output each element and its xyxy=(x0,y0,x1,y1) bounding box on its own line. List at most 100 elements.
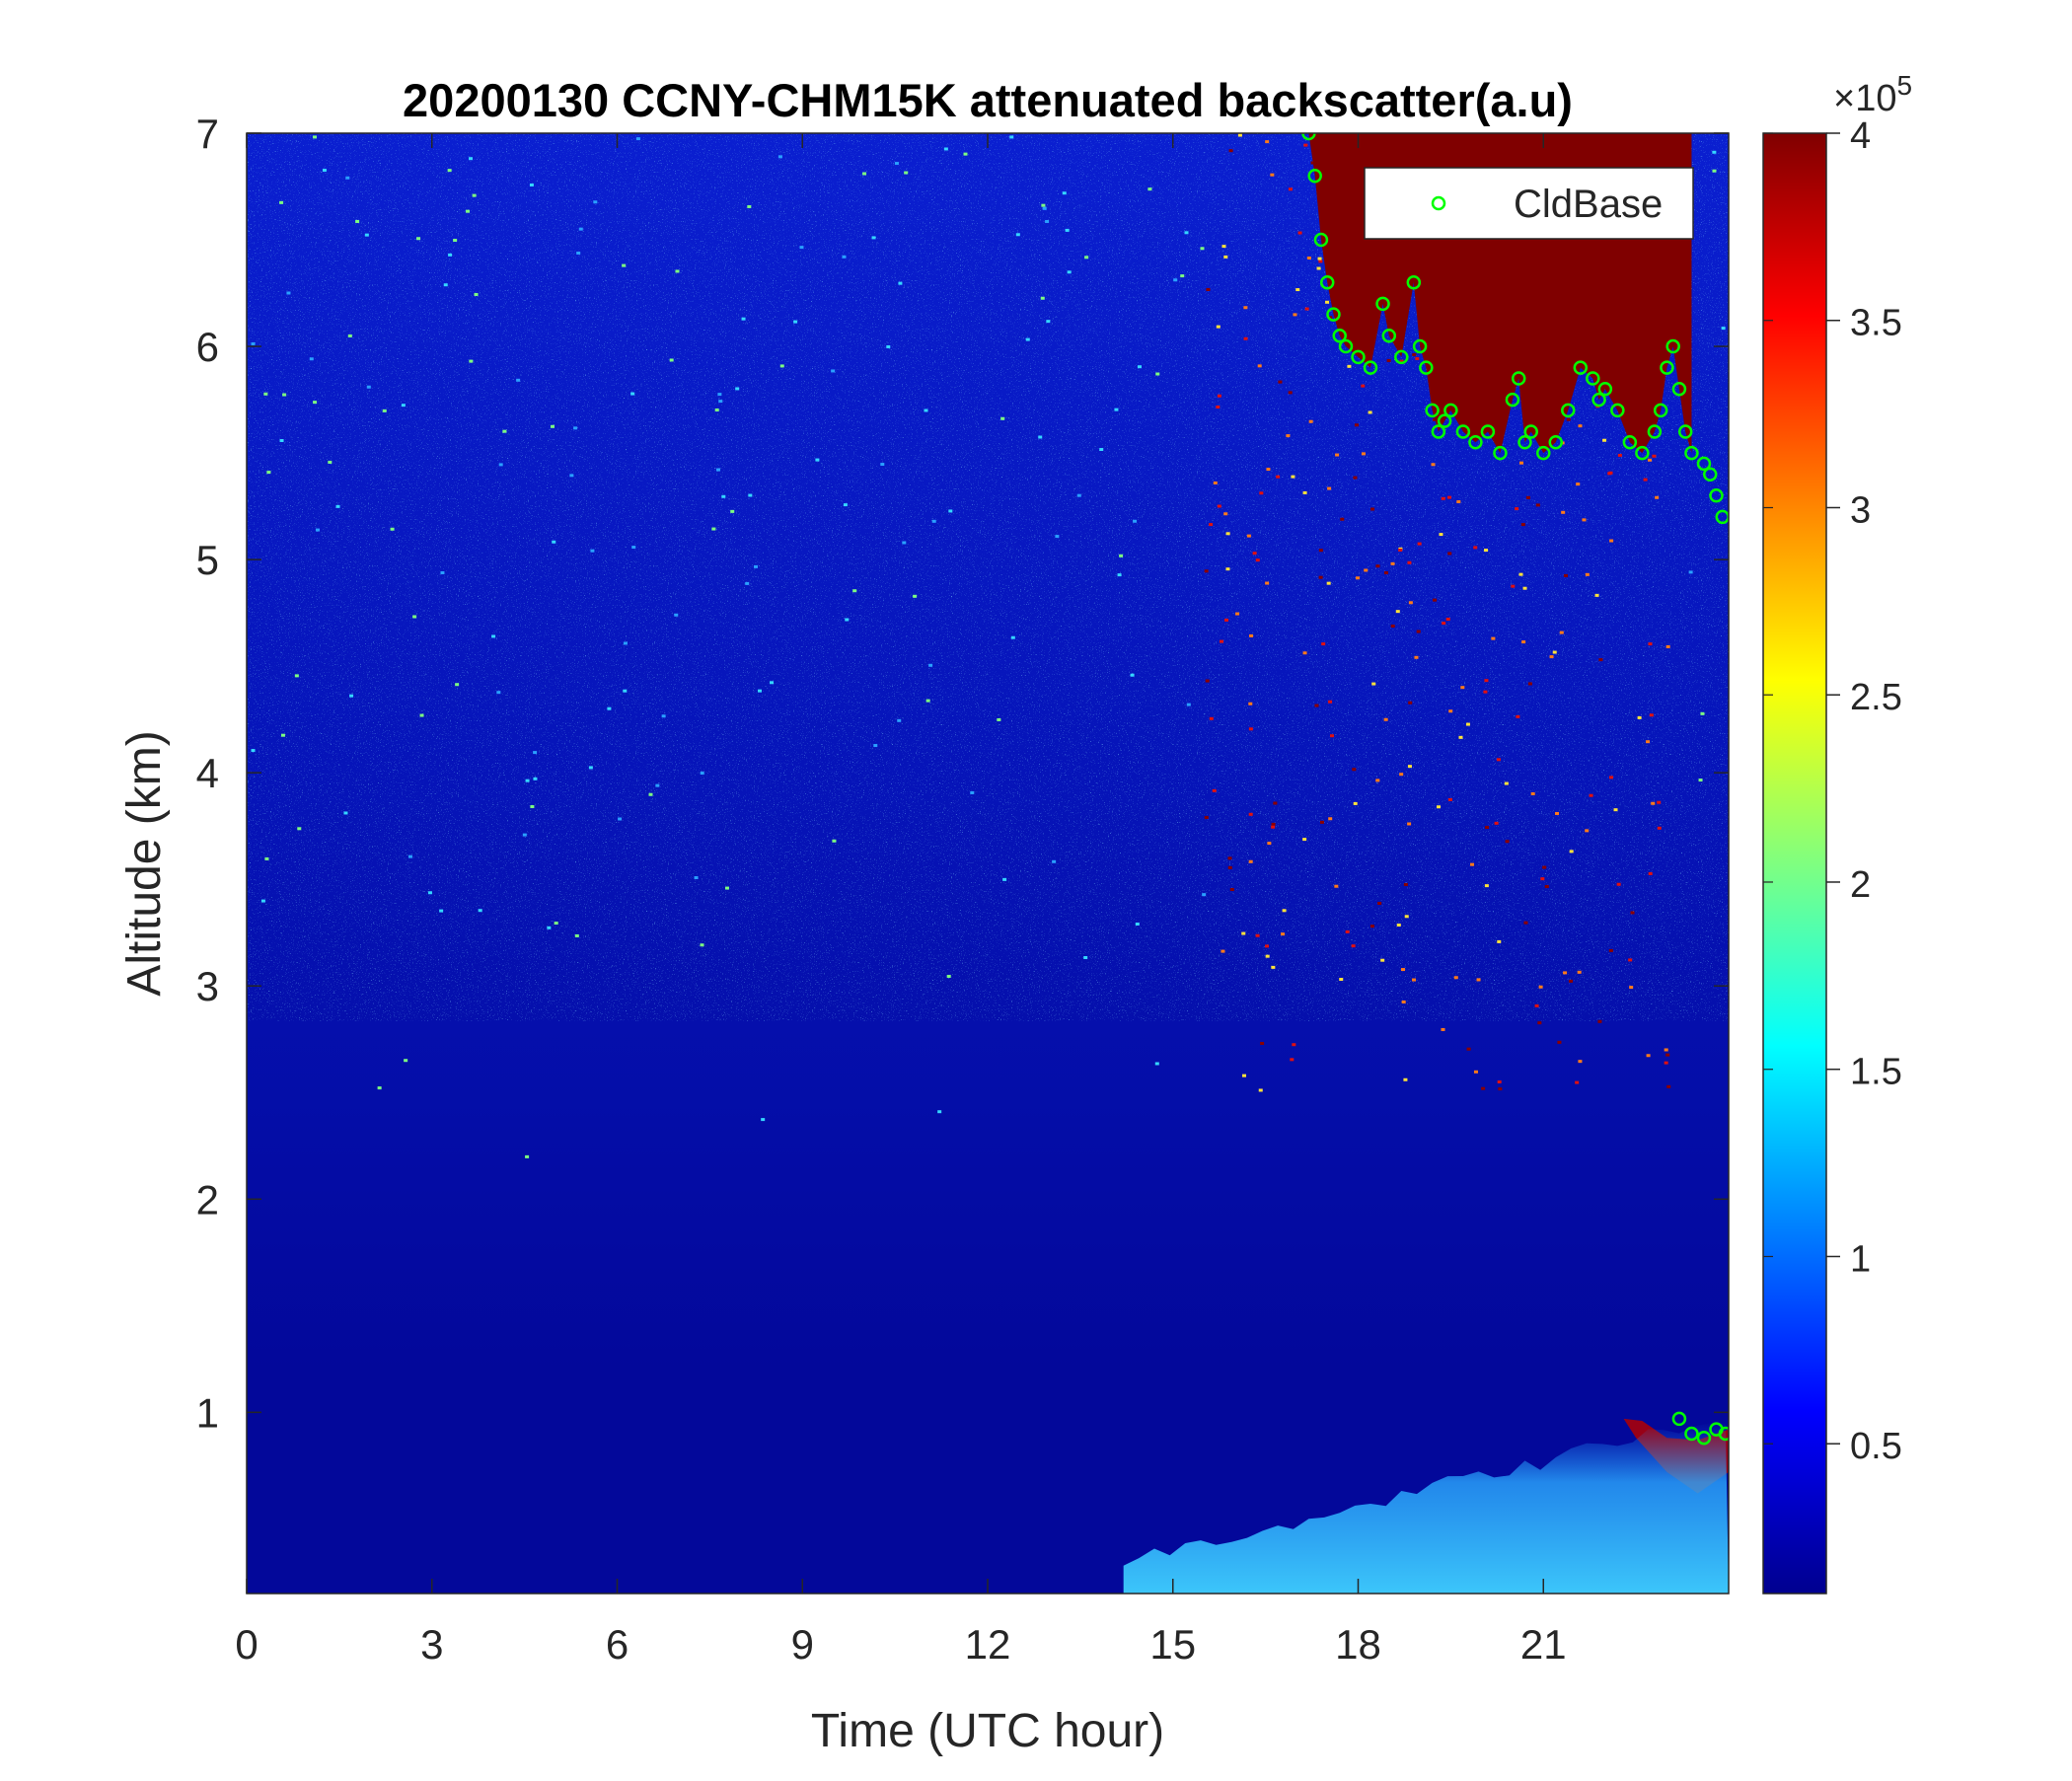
heatmap-cell xyxy=(1293,313,1297,317)
heatmap-cell xyxy=(448,253,453,257)
heatmap-cell xyxy=(1302,838,1307,842)
heatmap-cell xyxy=(472,193,477,197)
heatmap-cell xyxy=(1407,822,1412,826)
heatmap-cell xyxy=(1515,507,1519,511)
heatmap-cell xyxy=(1317,257,1322,260)
heatmap-cell xyxy=(1616,882,1621,886)
heatmap-cell xyxy=(1243,336,1248,340)
heatmap-cell xyxy=(550,424,555,428)
heatmap-cell xyxy=(714,408,719,412)
heatmap-cell xyxy=(1563,971,1568,975)
heatmap-cell xyxy=(1339,978,1344,982)
legend[interactable]: CldBase xyxy=(1364,167,1694,240)
colorbar-tick-label: 1 xyxy=(1850,1238,1871,1280)
heatmap-cell xyxy=(1084,256,1089,260)
heatmap-cell xyxy=(443,283,448,287)
x-tick-label: 3 xyxy=(420,1621,443,1668)
heatmap-cell xyxy=(1485,826,1490,830)
y-axis: 1 2 3 4 5 6 7 xyxy=(196,111,1729,1436)
heatmap-cell xyxy=(832,839,837,843)
heatmap-cell xyxy=(1369,925,1374,928)
heatmap-cell xyxy=(294,674,299,678)
heatmap-cell xyxy=(1561,510,1566,514)
heatmap-cell xyxy=(1223,255,1228,259)
heatmap-cell xyxy=(1302,651,1307,655)
heatmap-cell xyxy=(1613,808,1618,812)
heatmap-cell xyxy=(718,400,723,404)
cldbase-marker xyxy=(1647,424,1663,439)
heatmap-cell xyxy=(590,549,595,553)
heatmap-cell xyxy=(1665,1053,1670,1057)
heatmap-cell xyxy=(502,429,507,433)
heatmap-cell xyxy=(761,1118,766,1122)
heatmap-cell xyxy=(1288,187,1293,191)
heatmap-cell xyxy=(1220,639,1224,643)
y-tick-label: 4 xyxy=(196,750,219,796)
cldbase-marker xyxy=(1493,445,1508,461)
heatmap-cell xyxy=(1354,423,1359,427)
heatmap-cell xyxy=(735,387,740,391)
heatmap-cell xyxy=(1009,135,1014,139)
heatmap-cell xyxy=(1046,320,1051,324)
heatmap-cell xyxy=(1281,932,1286,936)
heatmap-cell xyxy=(1484,549,1489,553)
heatmap-cell xyxy=(963,152,968,156)
heatmap-cell xyxy=(1326,581,1331,585)
heatmap-cell xyxy=(1518,572,1523,576)
heatmap-cell xyxy=(897,718,902,722)
heatmap-cell xyxy=(260,899,265,903)
cldbase-marker xyxy=(1511,371,1526,386)
cldbase-markers xyxy=(1301,133,1729,1446)
heatmap-cell xyxy=(498,463,503,467)
heatmap-cell xyxy=(1649,713,1654,717)
heatmap-cell xyxy=(1433,598,1438,602)
heatmap-cell xyxy=(1229,888,1234,892)
heatmap-cell xyxy=(1147,187,1152,191)
heatmap-cell xyxy=(1225,532,1230,536)
heatmap-cell xyxy=(747,204,752,208)
heatmap-cell xyxy=(1271,965,1276,969)
heatmap-cell xyxy=(1345,929,1350,933)
heatmap-cell xyxy=(1534,1003,1539,1007)
heatmap-cell xyxy=(533,751,538,755)
colorbar: 0.5 1 1.5 2 2.5 3 3.5 4 ×105 xyxy=(1762,70,1912,1595)
heatmap-cell xyxy=(880,463,885,467)
cldbase-marker xyxy=(1591,392,1606,408)
heatmap-cell xyxy=(1456,500,1461,504)
cldbase-marker xyxy=(1548,435,1564,450)
heatmap-cell xyxy=(1375,779,1380,782)
heatmap-cell xyxy=(675,269,680,273)
heatmap-cell xyxy=(711,527,716,531)
heatmap-cell xyxy=(1491,636,1496,640)
heatmap-cell xyxy=(1055,535,1060,539)
heatmap-cell xyxy=(1585,829,1590,833)
heatmap-cell xyxy=(1637,715,1642,719)
heatmap-cell xyxy=(1137,365,1142,369)
heatmap-cell xyxy=(1206,287,1211,291)
heatmap-cell xyxy=(694,876,699,880)
heatmap-cell xyxy=(328,460,333,464)
heatmap-cell xyxy=(852,589,857,593)
heatmap-cell xyxy=(1399,359,1404,363)
cldbase-marker xyxy=(1586,371,1600,386)
heatmap-cell xyxy=(1325,300,1330,304)
heatmap-cell xyxy=(1408,701,1413,705)
x-tick-label: 12 xyxy=(965,1621,1011,1668)
heatmap-cell xyxy=(279,200,284,204)
heatmap-cell xyxy=(1608,948,1613,952)
heatmap-cell xyxy=(1217,394,1221,398)
heatmap-cell xyxy=(1408,601,1413,605)
heatmap-cell xyxy=(313,401,318,405)
heatmap-cell xyxy=(1225,567,1230,571)
x-tick-label: 9 xyxy=(791,1621,814,1668)
heatmap-cell xyxy=(455,683,460,687)
heatmap-cell xyxy=(1383,571,1388,575)
cldbase-marker xyxy=(1671,382,1687,397)
heatmap-cell xyxy=(447,169,452,173)
heatmap-cell xyxy=(1497,1080,1502,1084)
heatmap-cell xyxy=(1559,631,1564,634)
heatmap-cell xyxy=(1255,558,1260,562)
heatmap-cell xyxy=(1340,517,1345,521)
heatmap-cell xyxy=(1497,939,1502,943)
heatmap-cell xyxy=(1306,257,1311,260)
